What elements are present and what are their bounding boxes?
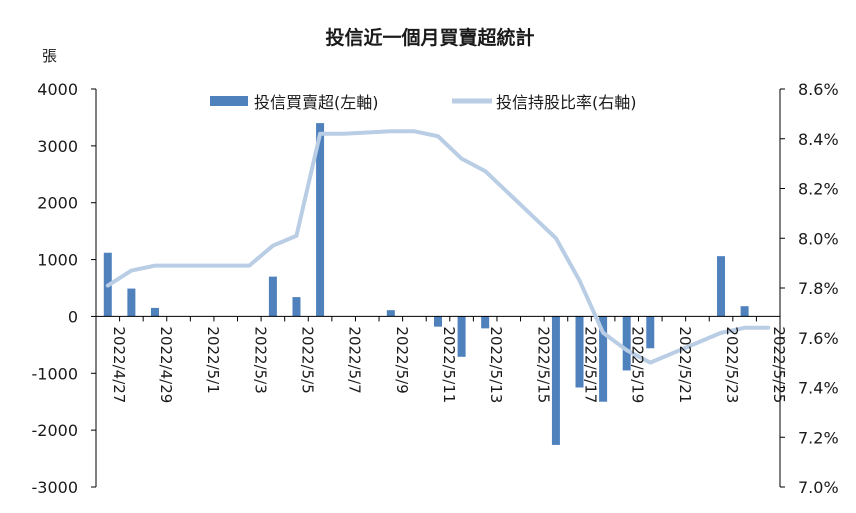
x-tick-label: 2022/5/9 bbox=[393, 326, 411, 393]
right-tick-label: 7.8% bbox=[798, 279, 839, 298]
left-tick-label: 3000 bbox=[37, 137, 78, 156]
bar-2022/5/11 bbox=[434, 316, 442, 327]
x-tick-label: 2022/5/19 bbox=[629, 326, 647, 403]
left-tick-label: 4000 bbox=[37, 80, 78, 99]
bar-2022/4/29 bbox=[150, 307, 159, 317]
axes bbox=[95, 89, 781, 487]
x-tick-label: 2022/5/15 bbox=[534, 326, 552, 403]
right-tick-label: 7.4% bbox=[798, 379, 839, 398]
right-tick-label: 8.0% bbox=[798, 229, 839, 248]
x-tick-label: 2022/5/13 bbox=[487, 326, 505, 403]
bar-2022/5/19 bbox=[622, 316, 631, 371]
bar-2022/5/20 bbox=[646, 316, 655, 349]
bar-2022/5/9 bbox=[386, 310, 395, 317]
legend: 投信買賣超(左軸) 投信持股比率(右軸) bbox=[210, 93, 637, 112]
bar-2022/5/4 bbox=[268, 276, 277, 317]
x-axis-labels: 2022/4/27 2022/4/29 2022/5/1 2022/5/3 2022/5… bbox=[110, 326, 788, 403]
chart-title: 投信近一個月買賣超統計 bbox=[325, 26, 534, 49]
left-tick-label: -2000 bbox=[32, 421, 79, 440]
x-tick-label: 2022/5/11 bbox=[440, 326, 458, 403]
legend-bar-swatch bbox=[210, 96, 248, 106]
y-axis-unit-label: 張 bbox=[42, 47, 57, 65]
x-tick-label: 2022/4/29 bbox=[157, 326, 175, 403]
bar-2022/5/23 bbox=[717, 256, 726, 317]
bar-2022/5/24 bbox=[740, 306, 749, 317]
legend-bar-label: 投信買賣超(左軸) bbox=[254, 93, 379, 112]
right-tick-label: 7.2% bbox=[798, 428, 839, 447]
left-tick-label: -1000 bbox=[32, 364, 79, 383]
x-tick-label: 2022/4/27 bbox=[110, 326, 128, 403]
left-tick-label: 0 bbox=[68, 307, 78, 326]
bar-2022/5/12 bbox=[457, 316, 466, 357]
right-tick-label: 8.2% bbox=[798, 180, 839, 199]
bar-series bbox=[103, 123, 749, 445]
right-axis-ticks: 8.6% 8.4% 8.2% 8.0% 7.8% 7.6% 7.4% 7.2% 7.0% bbox=[780, 80, 839, 497]
bar-2022/5/5 bbox=[292, 297, 301, 317]
right-tick-label: 8.4% bbox=[798, 130, 839, 149]
x-tick-label: 2022/5/3 bbox=[251, 326, 269, 393]
x-tick-label: 2022/5/1 bbox=[204, 326, 222, 393]
right-tick-label: 7.0% bbox=[798, 478, 839, 497]
left-tick-label: -3000 bbox=[32, 478, 79, 497]
bar-2022/5/18 bbox=[599, 316, 608, 402]
left-tick-label: 1000 bbox=[37, 251, 78, 270]
left-tick-label: 2000 bbox=[37, 194, 78, 213]
right-tick-label: 8.6% bbox=[798, 80, 839, 99]
left-axis-ticks: 4000 3000 2000 1000 0 -1000 -2000 -3000 bbox=[32, 80, 96, 497]
legend-line-label: 投信持股比率(右軸) bbox=[496, 93, 637, 112]
line-series bbox=[105, 129, 771, 365]
right-tick-label: 7.6% bbox=[798, 329, 839, 348]
x-tick-label: 2022/5/5 bbox=[298, 326, 316, 393]
x-tick-label: 2022/5/25 bbox=[770, 326, 788, 403]
bar-2022/5/17 bbox=[575, 316, 584, 388]
x-tick-label: 2022/5/7 bbox=[346, 326, 364, 393]
x-tick-label: 2022/5/21 bbox=[676, 326, 694, 403]
bar-2022/5/13 bbox=[481, 316, 490, 329]
bar-2022/4/28 bbox=[127, 288, 136, 317]
x-tick-label: 2022/5/23 bbox=[723, 326, 741, 403]
shareholding-ratio-line bbox=[105, 129, 771, 365]
bar-2022/5/6 bbox=[316, 123, 325, 317]
bar-2022/5/16 bbox=[551, 316, 560, 445]
x-tick-label: 2022/5/17 bbox=[582, 326, 600, 403]
